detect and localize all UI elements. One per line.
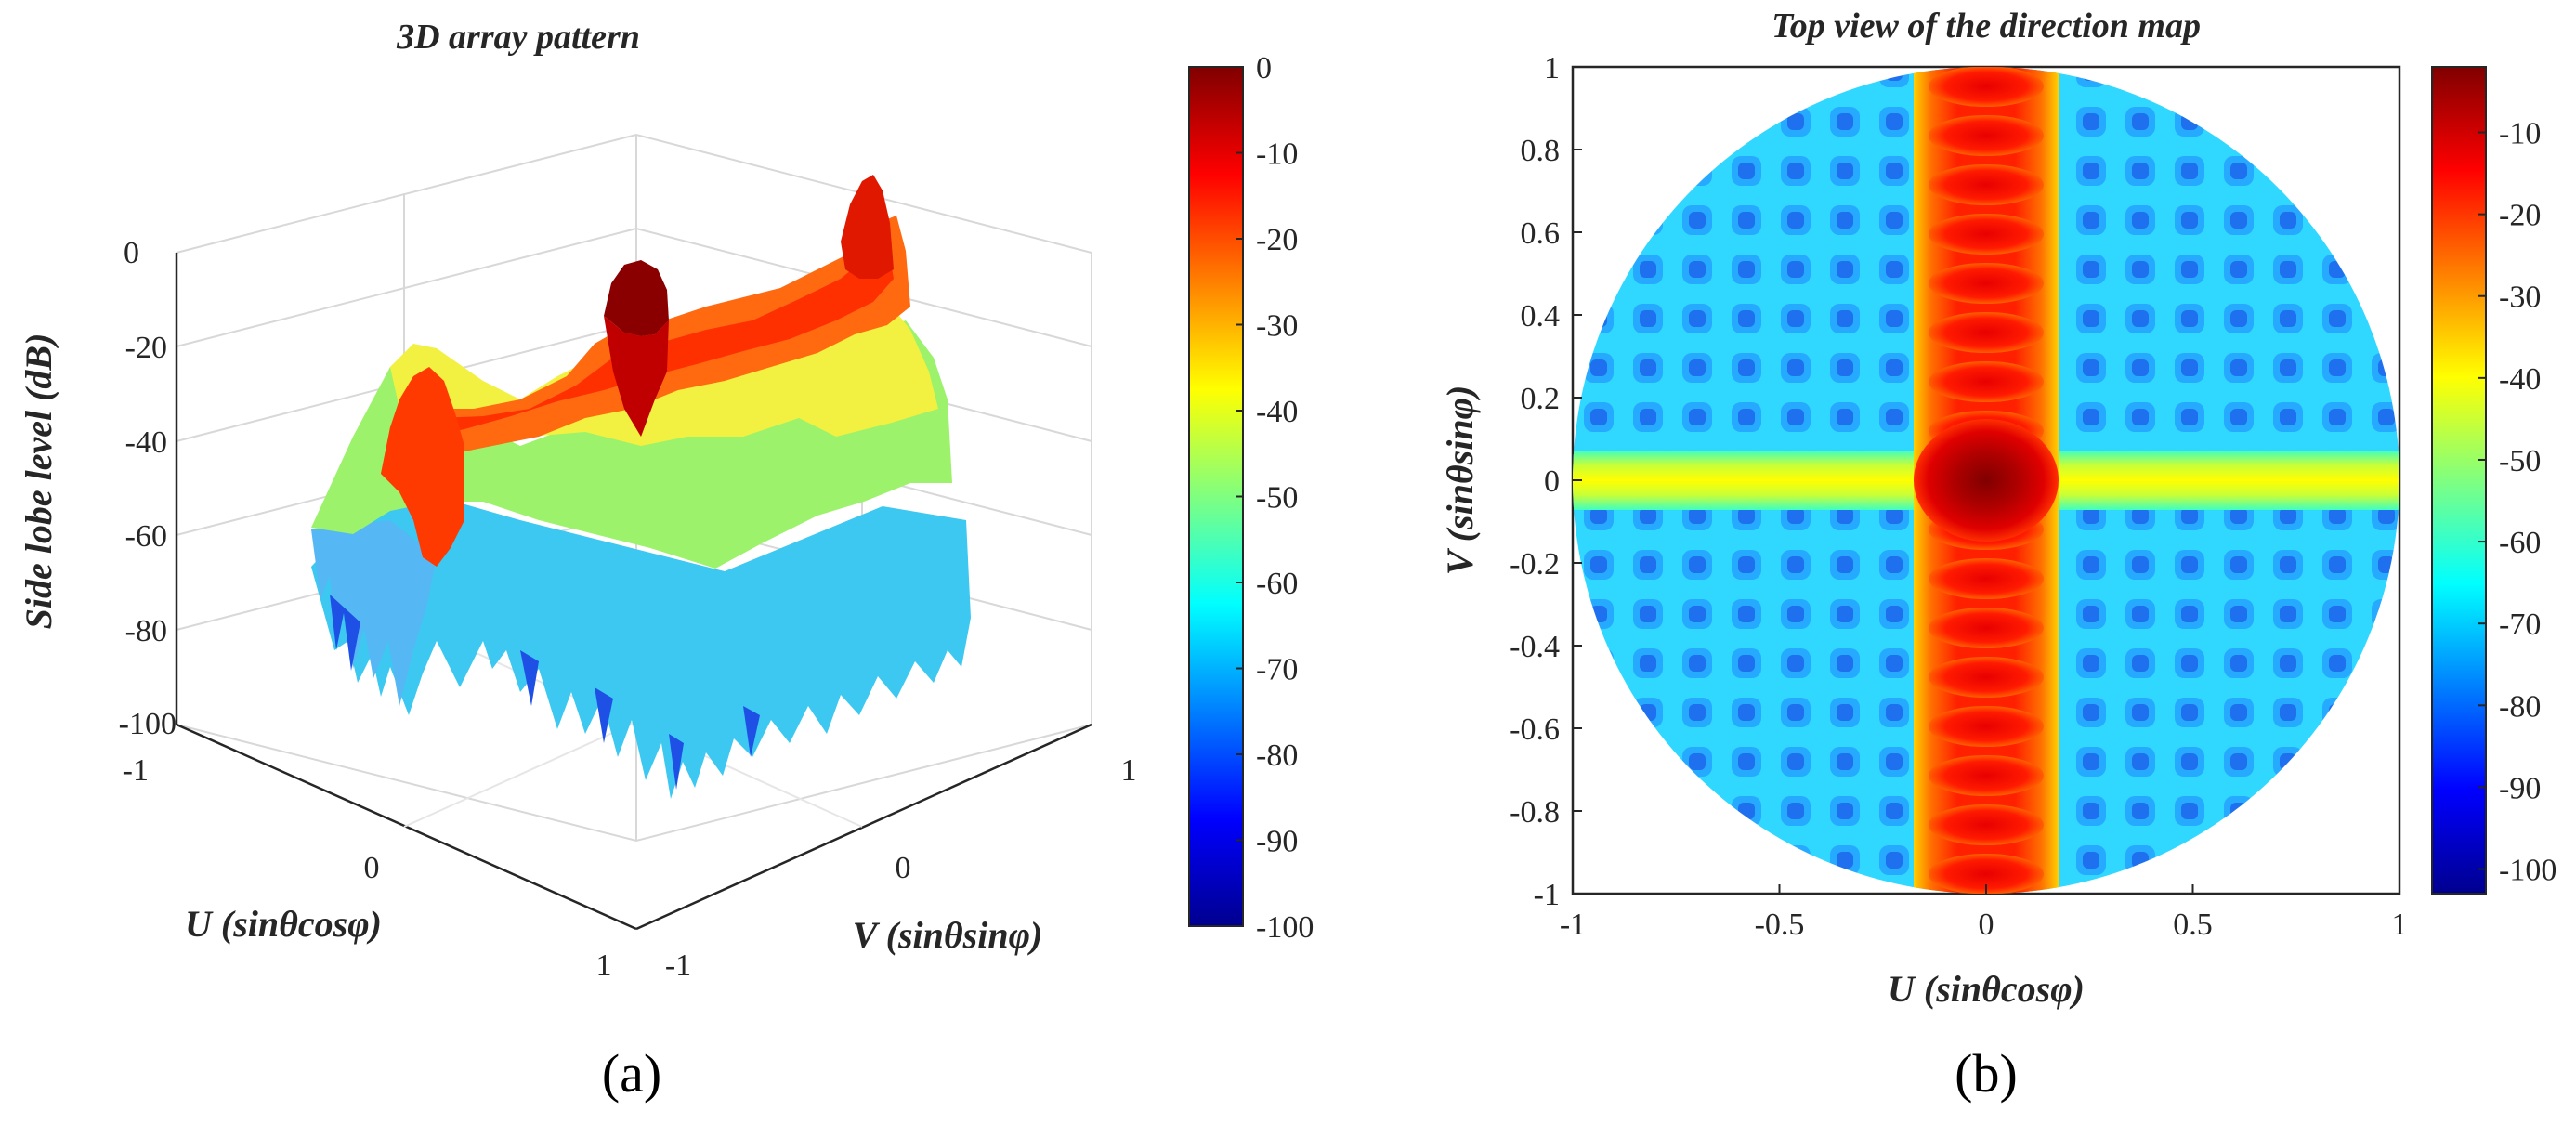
colorbar-a-tick-label: -40 xyxy=(1256,395,1298,429)
colorbar-a-tick-label: -90 xyxy=(1256,825,1298,859)
panel-b-label: (b) xyxy=(1955,1043,2018,1104)
chart-a-xlabel: U (sinθcosφ) xyxy=(185,903,382,945)
y-tick-label: -0.8 xyxy=(1510,795,1560,830)
colorbar-a-tick-label: 0 xyxy=(1256,51,1272,85)
colorbar-b-tick-label: -30 xyxy=(2499,281,2541,315)
u-tick-1: 0 xyxy=(364,851,380,885)
x-tick-label: -1 xyxy=(1560,908,1586,942)
colorbar-a-tick-label: -80 xyxy=(1256,738,1298,773)
y-tick-label: 0.6 xyxy=(1521,216,1561,251)
z-tick-3: -60 xyxy=(125,519,167,554)
grating-lobe xyxy=(1929,706,2044,747)
colorbar-b-tick-label: -50 xyxy=(2499,444,2541,478)
colorbar-b-ticks: -10 -20 -30 -40 -50 -60 -70 -80 -90 -100 xyxy=(2478,116,2556,888)
surface-main-beam-side xyxy=(604,316,669,437)
grating-lobe xyxy=(1929,854,2044,894)
y-tick-label: -0.2 xyxy=(1510,547,1560,582)
colorbar-b-bar xyxy=(2431,66,2487,895)
chart-b-x-ticks: -1 -0.5 0 0.5 1 xyxy=(1560,884,2408,942)
chart-b-y-ticks: 1 0.8 0.6 0.4 0.2 0 -0.2 -0.4 -0.6 -0.8 -1 xyxy=(1510,51,1582,912)
chart-a-surface xyxy=(311,175,971,799)
y-tick-label: 0.4 xyxy=(1521,299,1561,333)
surface-left-lobe xyxy=(381,367,464,567)
colorbar-b-tick-label: -20 xyxy=(2499,199,2541,233)
y-tick-label: 0.2 xyxy=(1521,382,1561,416)
x-tick-label: -0.5 xyxy=(1755,908,1805,942)
grating-lobe xyxy=(1929,312,2044,353)
v-tick-2: 1 xyxy=(1121,753,1137,788)
z-tick-5: -100 xyxy=(119,707,177,741)
chart-a-title: 3D array pattern xyxy=(396,18,640,57)
grating-lobe xyxy=(1929,263,2044,304)
grating-lobe xyxy=(1929,164,2044,205)
x-tick-label: 1 xyxy=(2392,908,2408,942)
colorbar-a-tick-label: -60 xyxy=(1256,567,1298,601)
colorbar-a-ticks: 0 -10 -20 -30 -40 -50 -60 -70 -80 -90 -100 xyxy=(1236,51,1314,945)
grating-lobe xyxy=(1929,804,2044,845)
colorbar-a-tick-label: -10 xyxy=(1256,137,1298,172)
grating-lobe xyxy=(1929,657,2044,698)
colorbar-b-tick-label: -70 xyxy=(2499,608,2541,642)
y-tick-label: 0 xyxy=(1544,464,1560,499)
grating-lobe xyxy=(1929,67,2044,107)
chart-b-heatmap xyxy=(1573,67,2399,894)
y-tick-label: 0.8 xyxy=(1521,134,1561,168)
colorbar-a-bar xyxy=(1188,66,1244,927)
colorbar-b-tick-label: -60 xyxy=(2499,526,2541,560)
main-beam xyxy=(1914,419,2059,542)
u-tick-0: -1 xyxy=(123,753,149,788)
u-tick-2: 1 xyxy=(596,948,612,983)
colorbar-a-tick-label: -100 xyxy=(1256,910,1314,945)
colorbar-a-tick-label: -70 xyxy=(1256,653,1298,687)
colorbar-b-tick-label: -90 xyxy=(2499,771,2541,805)
colorbar-b-tick-label: -40 xyxy=(2499,362,2541,397)
z-tick-2: -40 xyxy=(125,425,167,460)
chart-a-x-ticks: -1 0 1 xyxy=(123,753,612,983)
y-tick-label: -0.4 xyxy=(1510,630,1560,664)
x-tick-label: 0.5 xyxy=(2173,908,2213,942)
panel-b: Top view of the direction map 1 0.8 0.6 0.4… xyxy=(1439,7,2556,1104)
colorbar-a-tick-label: -20 xyxy=(1256,223,1298,257)
chart-b-title: Top view of the direction map xyxy=(1772,7,2201,46)
surface-main-beam xyxy=(604,260,669,336)
v-tick-0: -1 xyxy=(665,948,691,983)
z-tick-1: -20 xyxy=(125,331,167,365)
vertical-lobes xyxy=(1929,67,2044,894)
grating-lobe xyxy=(1929,608,2044,648)
surface-left-noise xyxy=(311,520,437,706)
surface-floor-noise xyxy=(311,483,971,799)
chart-a-z-ticks: 0 -20 -40 -60 -80 -100 xyxy=(119,236,177,741)
colorbar-a-tick-label: -50 xyxy=(1256,481,1298,516)
z-tick-0: 0 xyxy=(124,236,139,270)
chart-a-y-ticks: -1 0 1 xyxy=(665,753,1137,983)
chart-a-axes xyxy=(175,253,1092,931)
chart-b-ylabel: V (sinθsinφ) xyxy=(1439,386,1481,576)
y-tick-label: 1 xyxy=(1544,51,1560,85)
surface-right-lobe xyxy=(841,175,894,279)
colorbar-a-tick-label: -30 xyxy=(1256,309,1298,344)
y-tick-label: -1 xyxy=(1534,878,1560,912)
colorbar-b-tick-label: -10 xyxy=(2499,116,2541,150)
grating-lobe xyxy=(1929,558,2044,599)
v-tick-1: 0 xyxy=(896,851,911,885)
z-tick-4: -80 xyxy=(125,614,167,648)
grating-lobe xyxy=(1929,755,2044,796)
colorbar-b-tick-label: -80 xyxy=(2499,689,2541,724)
y-tick-label: -0.6 xyxy=(1510,712,1560,747)
colorbar-b-tick-label: -100 xyxy=(2499,854,2556,888)
x-tick-label: 0 xyxy=(1979,908,1994,942)
colorbar-b: -10 -20 -30 -40 -50 -60 -70 -80 -90 -100 xyxy=(2431,66,2556,895)
panel-a-label: (a) xyxy=(602,1043,661,1104)
chart-b-xlabel: U (sinθcosφ) xyxy=(1888,968,2085,1010)
chart-a-ylabel: V (sinθsinφ) xyxy=(853,914,1043,956)
grating-lobe xyxy=(1929,214,2044,255)
panel-a: 3D array pattern xyxy=(18,18,1314,1104)
colorbar-a: 0 -10 -20 -30 -40 -50 -60 -70 -80 -90 -100 xyxy=(1188,51,1314,945)
grating-lobe xyxy=(1929,115,2044,156)
chart-a-zlabel: Side lobe level (dB) xyxy=(18,333,59,630)
grating-lobe xyxy=(1929,361,2044,402)
